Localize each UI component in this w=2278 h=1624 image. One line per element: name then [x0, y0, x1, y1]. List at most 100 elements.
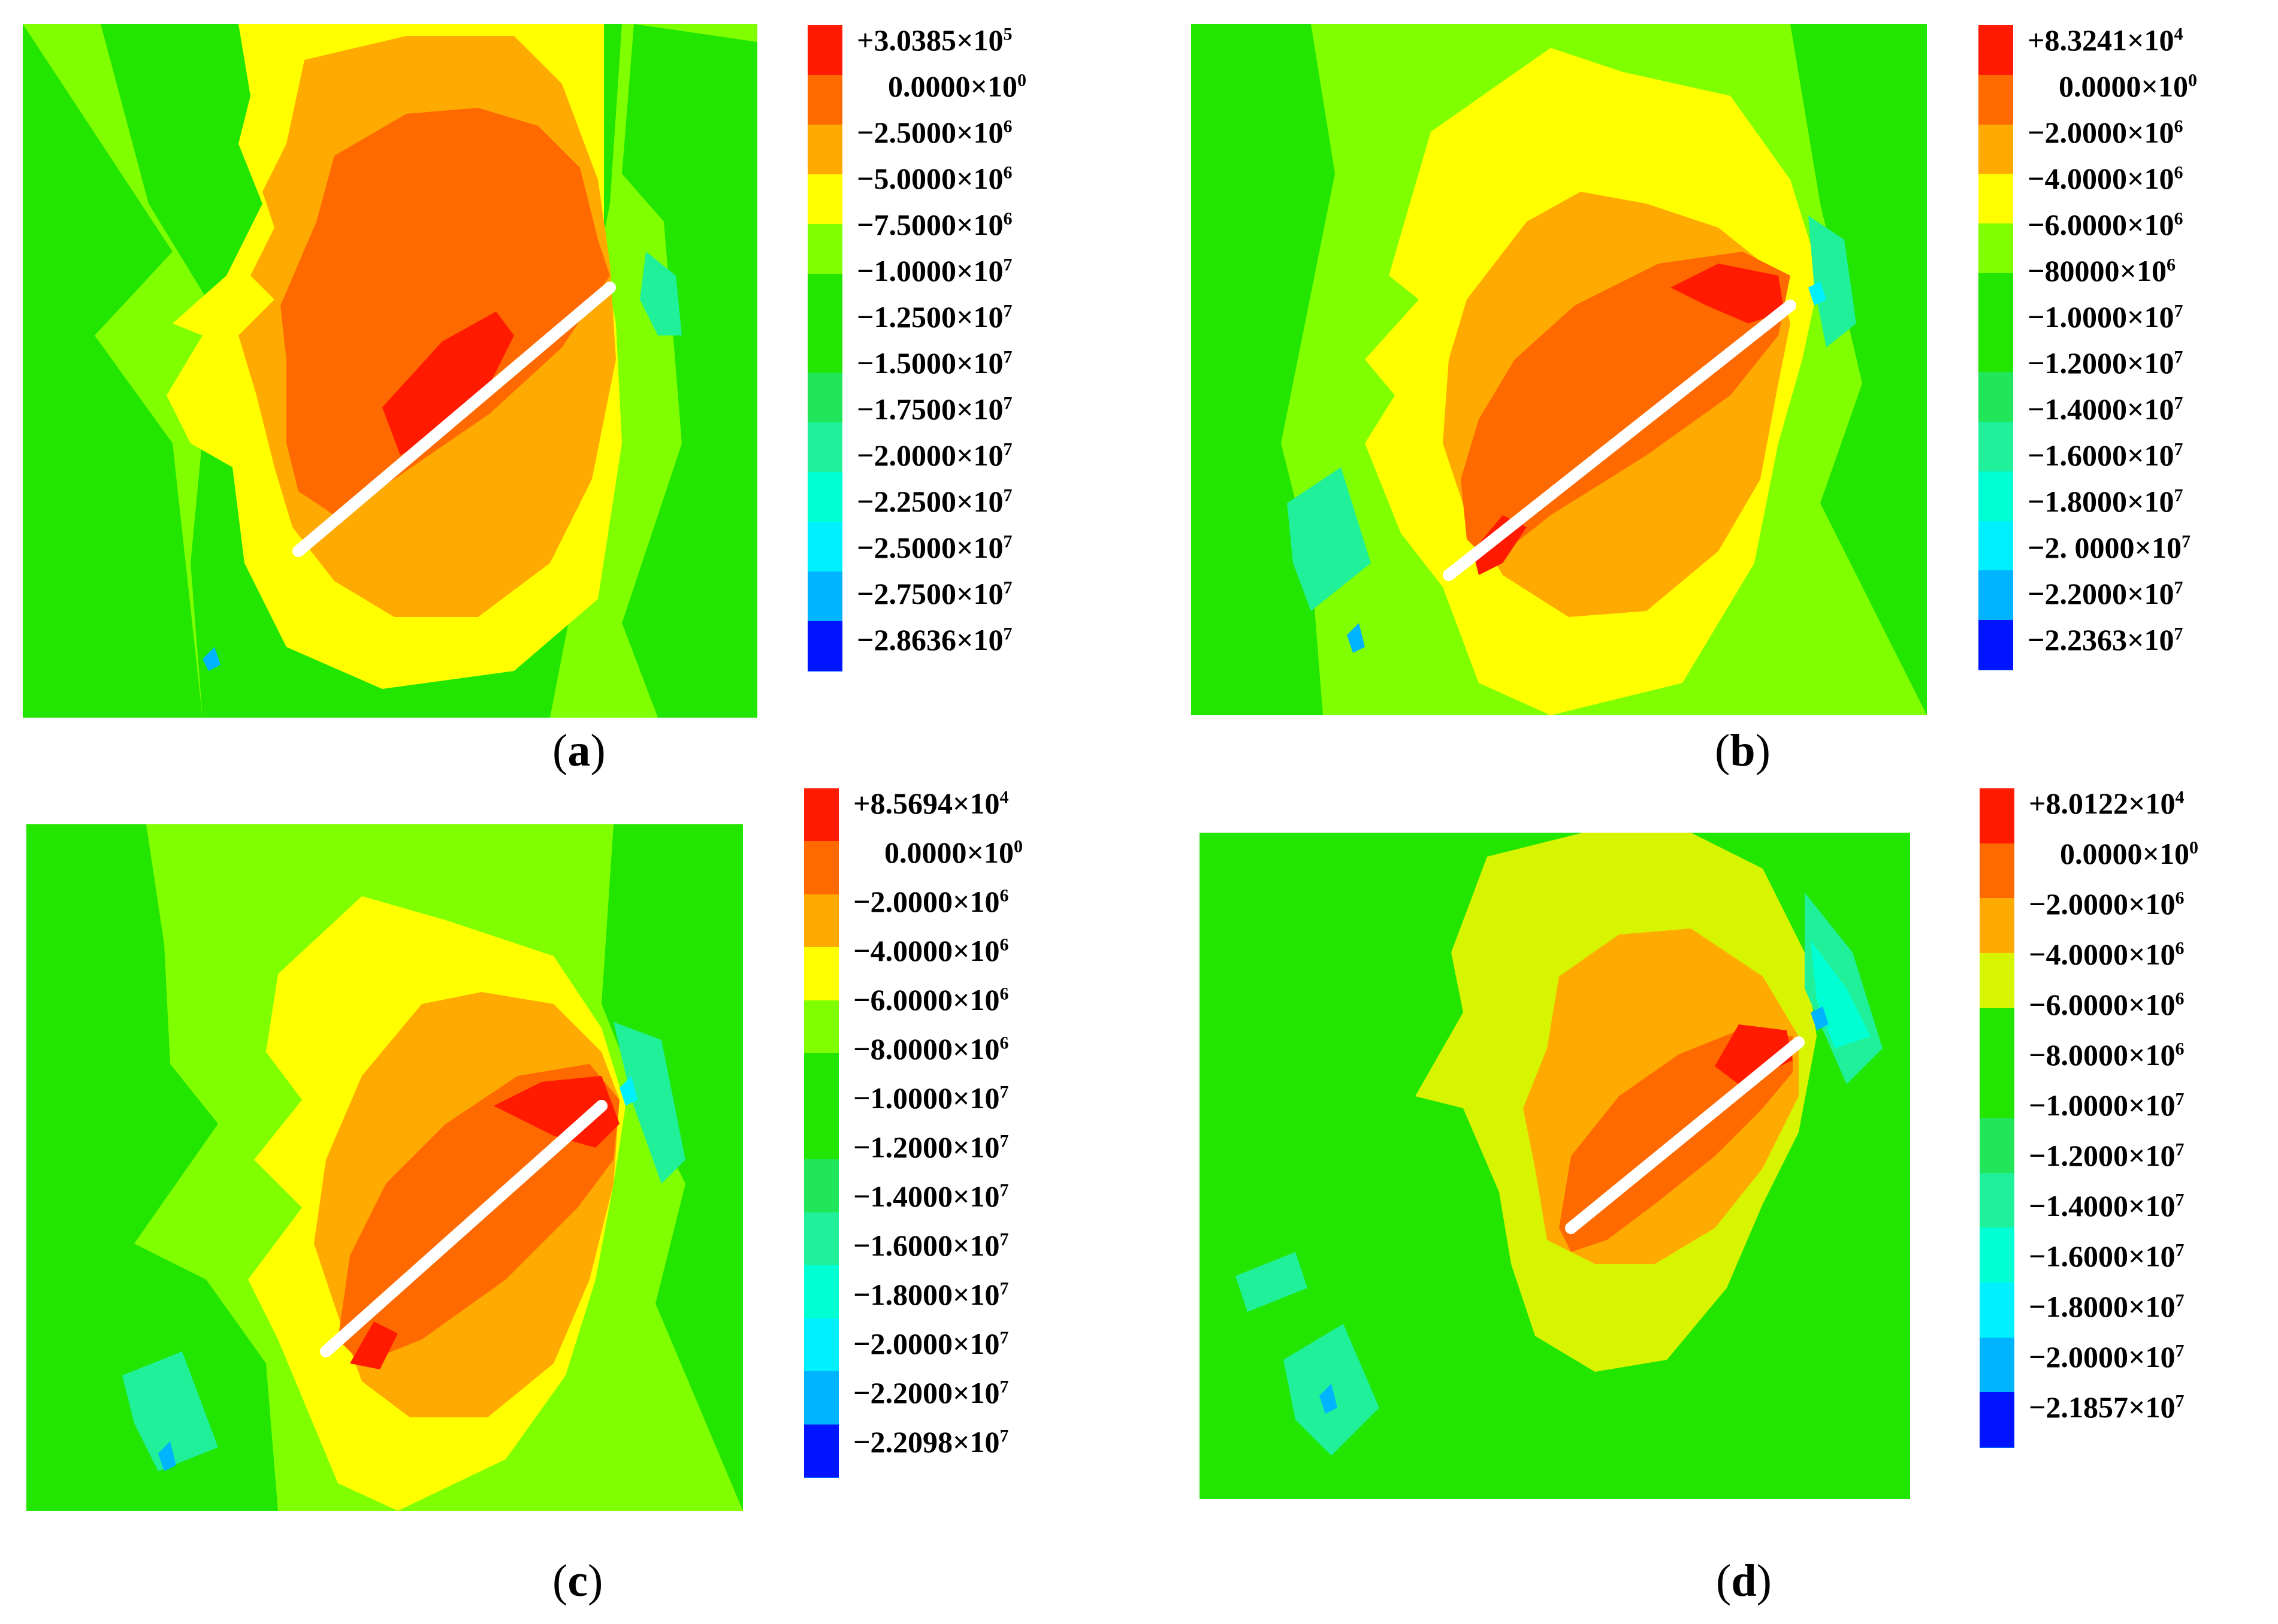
times-ten: ×10: [956, 577, 1004, 610]
legend-label: −2.0000×106: [2028, 117, 2183, 147]
legend-swatch: [1980, 788, 2014, 844]
legend-mantissa: −1.2000: [2028, 346, 2127, 380]
times-ten: ×10: [953, 983, 1000, 1017]
legend-exponent: 0: [2188, 70, 2197, 90]
legend-swatch: [808, 223, 842, 274]
legend-label: −1.4000×107: [853, 1181, 1009, 1211]
legend-exponent: 7: [1003, 577, 1013, 598]
legend-exponent: 6: [2174, 208, 2183, 229]
legend-exponent: 5: [1003, 24, 1013, 44]
legend-swatch: [804, 841, 839, 895]
times-ten: ×10: [2127, 392, 2174, 426]
legend-mantissa: −2.1857: [2029, 1390, 2128, 1424]
legend-label: −2.0000×107: [2029, 1342, 2185, 1372]
legend-mantissa: +8.0122: [2029, 787, 2128, 820]
legend-label: −4.0000×106: [2028, 164, 2183, 193]
legend-swatch: [808, 323, 842, 374]
legend-label: −2.2000×107: [2028, 579, 2183, 609]
legend-exponent: 6: [2175, 938, 2185, 958]
legend-exponent: 7: [1003, 255, 1013, 275]
times-ten: ×10: [953, 1130, 1000, 1164]
legend-exponent: 7: [999, 1278, 1009, 1299]
legend-swatch: [804, 1424, 839, 1477]
legend-label: −1.7500×107: [857, 394, 1013, 424]
legend-label: −1.6000×107: [2029, 1241, 2185, 1271]
legend-label: +8.0122×104: [2029, 788, 2185, 818]
legend-exponent: 4: [999, 787, 1009, 808]
legend-mantissa: −2.5000: [857, 116, 956, 149]
legend-label: −2.1857×107: [2029, 1392, 2185, 1422]
times-ten: ×10: [966, 836, 1014, 869]
legend-mantissa: −2.2000: [853, 1376, 953, 1410]
legend-exponent: 0: [2189, 837, 2198, 858]
legend-label: +3.0385×105: [857, 25, 1013, 55]
times-ten: ×10: [2134, 531, 2182, 564]
cyan-spot: [1811, 1006, 1829, 1030]
legend-swatch: [808, 124, 842, 175]
legend-mantissa: −1.4000: [853, 1180, 953, 1213]
legend-mantissa: −2.8636: [857, 623, 956, 657]
teal-small: [1235, 1252, 1307, 1312]
legend-mantissa: −1.8000: [2028, 485, 2127, 518]
legend-swatch: [804, 788, 839, 842]
legend-swatch: [808, 422, 842, 473]
times-ten: ×10: [956, 208, 1004, 241]
times-ten: ×10: [953, 934, 1000, 967]
legend-mantissa: +8.3241: [2028, 23, 2127, 57]
legend-mantissa: 0.0000: [2060, 837, 2143, 870]
legend-mantissa: 0.0000: [888, 69, 971, 103]
legend-exponent: 6: [1003, 162, 1013, 183]
legend-swatch: [1980, 843, 2014, 899]
legend-mantissa: −2.2098: [853, 1425, 953, 1459]
legend-swatch: [1978, 422, 2013, 472]
legend-label: −2.0000×106: [2029, 889, 2185, 919]
legend-swatch: [1978, 521, 2013, 571]
legend-swatch: [1978, 74, 2013, 125]
times-ten: ×10: [2128, 1390, 2176, 1424]
cyan-spot: [1808, 282, 1826, 306]
legend-exponent: 6: [2175, 1039, 2185, 1059]
legend-mantissa: −80000: [2028, 254, 2120, 288]
contour-plot-b: [1191, 24, 1927, 715]
legend-label: −6.0000×106: [2029, 990, 2185, 1020]
legend-swatch: [808, 472, 842, 523]
legend-mantissa: −1.2000: [853, 1130, 953, 1164]
legend-swatch: [1978, 620, 2013, 670]
legend-mantissa: −2.2500: [857, 485, 956, 518]
caption-d: (d): [1716, 1556, 1772, 1606]
times-ten: ×10: [2142, 837, 2190, 870]
legend-label: −1.2000×107: [853, 1132, 1009, 1162]
legend-label: −2.2098×107: [853, 1427, 1009, 1457]
times-ten: ×10: [953, 1032, 1000, 1066]
red-zone: [1715, 1024, 1793, 1084]
times-ten: ×10: [2127, 485, 2174, 518]
times-ten: ×10: [956, 623, 1004, 657]
legend-mantissa: −1.6000: [853, 1229, 953, 1262]
legend-exponent: 7: [1003, 624, 1013, 644]
legend-exponent: 4: [2174, 24, 2183, 44]
caption-a: (a): [552, 725, 606, 776]
caption-c: (c): [552, 1556, 603, 1606]
legend-mantissa: −1.0000: [853, 1081, 953, 1115]
legend-label: −2.0000×107: [853, 1329, 1009, 1359]
legend-exponent: 7: [1003, 301, 1013, 321]
legend-mantissa: −4.0000: [853, 934, 953, 967]
times-ten: ×10: [2127, 577, 2174, 610]
times-ten: ×10: [956, 23, 1004, 57]
legend-exponent: 6: [999, 885, 1009, 906]
legend-label: −2.2500×107: [857, 486, 1013, 516]
legend-exponent: 7: [1003, 393, 1013, 413]
blue-spot: [1319, 1384, 1337, 1414]
legend-bar: [808, 25, 842, 672]
slit: [292, 282, 616, 557]
legend-exponent: 7: [2175, 1391, 2185, 1411]
legend-exponent: 4: [2175, 787, 2185, 808]
legend-swatch: [1978, 223, 2013, 274]
legend-exponent: 6: [999, 935, 1009, 955]
legend-exponent: 7: [2174, 485, 2183, 506]
times-ten: ×10: [956, 392, 1004, 426]
legend-bar: [1978, 25, 2013, 670]
times-ten: ×10: [2127, 300, 2174, 334]
legend-label: −1.8000×107: [2028, 486, 2183, 516]
legend-swatch: [808, 74, 842, 125]
